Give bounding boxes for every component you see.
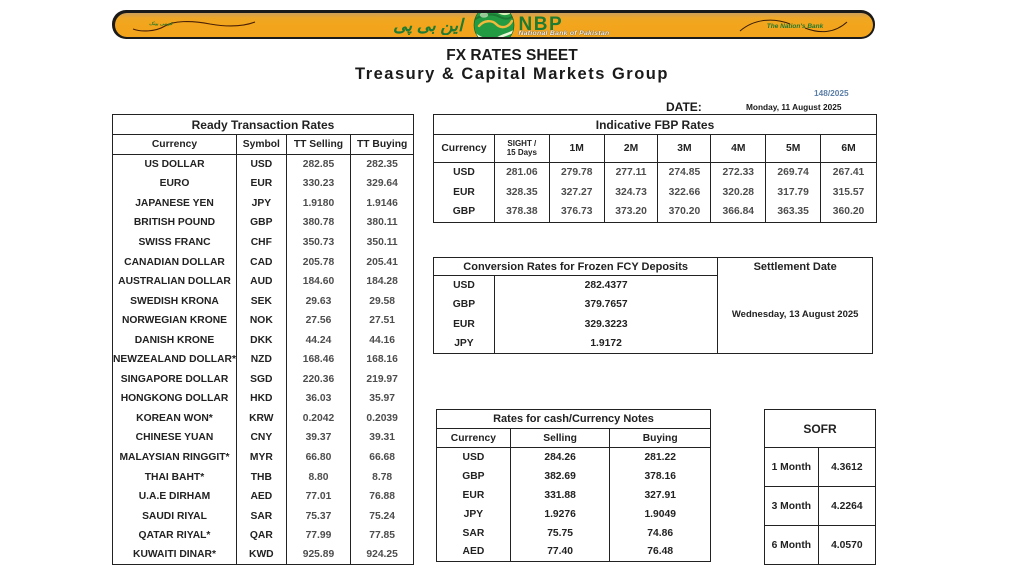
svg-text:این بی پی: این بی پی <box>393 16 465 35</box>
svg-text:The Nation's Bank: The Nation's Bank <box>766 23 823 30</box>
svg-text:قومی بینک: قومی بینک <box>149 21 173 26</box>
